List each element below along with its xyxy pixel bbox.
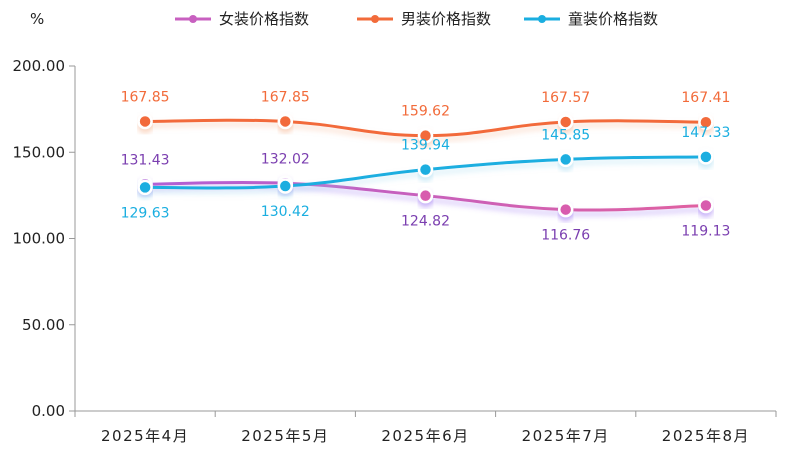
series-labels: 131.43 132.02 124.82 116.76 119.13 167.85 167.… bbox=[121, 89, 731, 243]
data-point-kids[interactable] bbox=[557, 151, 574, 168]
legend-label: 女装价格指数 bbox=[219, 10, 309, 28]
data-point-men[interactable] bbox=[557, 114, 574, 130]
x-tick-label: 2025年5月 bbox=[241, 427, 329, 445]
data-label-kids: 147.33 bbox=[681, 125, 730, 141]
data-label-men: 167.85 bbox=[261, 89, 310, 105]
data-label-women: 131.43 bbox=[121, 152, 170, 168]
y-tick-label: 200.00 bbox=[13, 57, 66, 75]
x-tick-label: 2025年4月 bbox=[101, 427, 189, 445]
legend: 女装价格指数 男装价格指数 童装价格指数 bbox=[175, 10, 658, 28]
data-point-men[interactable] bbox=[277, 113, 294, 130]
data-point-kids[interactable] bbox=[417, 161, 434, 178]
legend-item-women[interactable]: 女装价格指数 bbox=[175, 10, 309, 28]
data-point-men[interactable] bbox=[417, 127, 434, 144]
data-label-kids: 129.63 bbox=[121, 205, 170, 221]
y-tick-label: 100.00 bbox=[13, 230, 66, 248]
data-label-women: 124.82 bbox=[401, 214, 450, 230]
data-point-kids[interactable] bbox=[277, 178, 294, 194]
legend-item-men[interactable]: 男装价格指数 bbox=[357, 10, 491, 28]
data-label-women: 132.02 bbox=[261, 151, 310, 167]
y-axis-ticks: 0.00 50.00 100.00 150.00 200.00 bbox=[13, 57, 75, 420]
x-axis-ticks: 2025年4月 2025年5月 2025年6月 2025年7月 2025年8月 bbox=[74, 411, 777, 445]
legend-dot-swatch bbox=[538, 15, 546, 23]
data-point-women[interactable] bbox=[557, 201, 574, 218]
y-tick-label: 0.00 bbox=[32, 402, 65, 420]
y-tick-label: 150.00 bbox=[13, 143, 66, 161]
data-point-kids[interactable] bbox=[137, 179, 153, 196]
data-label-kids: 139.94 bbox=[401, 138, 450, 154]
data-point-women[interactable] bbox=[698, 197, 714, 214]
data-label-kids: 130.42 bbox=[261, 204, 310, 220]
data-label-men: 167.57 bbox=[541, 90, 590, 106]
x-tick-label: 2025年6月 bbox=[381, 427, 469, 445]
data-label-kids: 145.85 bbox=[541, 127, 590, 143]
data-point-men[interactable] bbox=[698, 114, 714, 130]
legend-label: 男装价格指数 bbox=[401, 10, 491, 28]
y-axis-unit-label: % bbox=[30, 10, 44, 28]
data-label-men: 167.85 bbox=[121, 89, 170, 105]
x-tick-label: 2025年7月 bbox=[522, 427, 610, 445]
data-point-kids[interactable] bbox=[698, 149, 714, 165]
legend-dot-swatch bbox=[371, 15, 379, 23]
legend-item-kids[interactable]: 童装价格指数 bbox=[524, 10, 658, 28]
x-tick-label: 2025年8月 bbox=[662, 427, 750, 445]
y-tick-label: 50.00 bbox=[22, 316, 65, 334]
series-points bbox=[137, 113, 714, 218]
data-label-women: 116.76 bbox=[541, 228, 590, 244]
legend-dot-swatch bbox=[189, 15, 197, 23]
data-label-women: 119.13 bbox=[681, 224, 730, 240]
data-point-men[interactable] bbox=[137, 113, 153, 130]
data-label-men: 159.62 bbox=[401, 104, 450, 120]
data-label-men: 167.41 bbox=[681, 90, 730, 106]
legend-label: 童装价格指数 bbox=[568, 10, 658, 28]
data-point-women[interactable] bbox=[417, 187, 434, 204]
